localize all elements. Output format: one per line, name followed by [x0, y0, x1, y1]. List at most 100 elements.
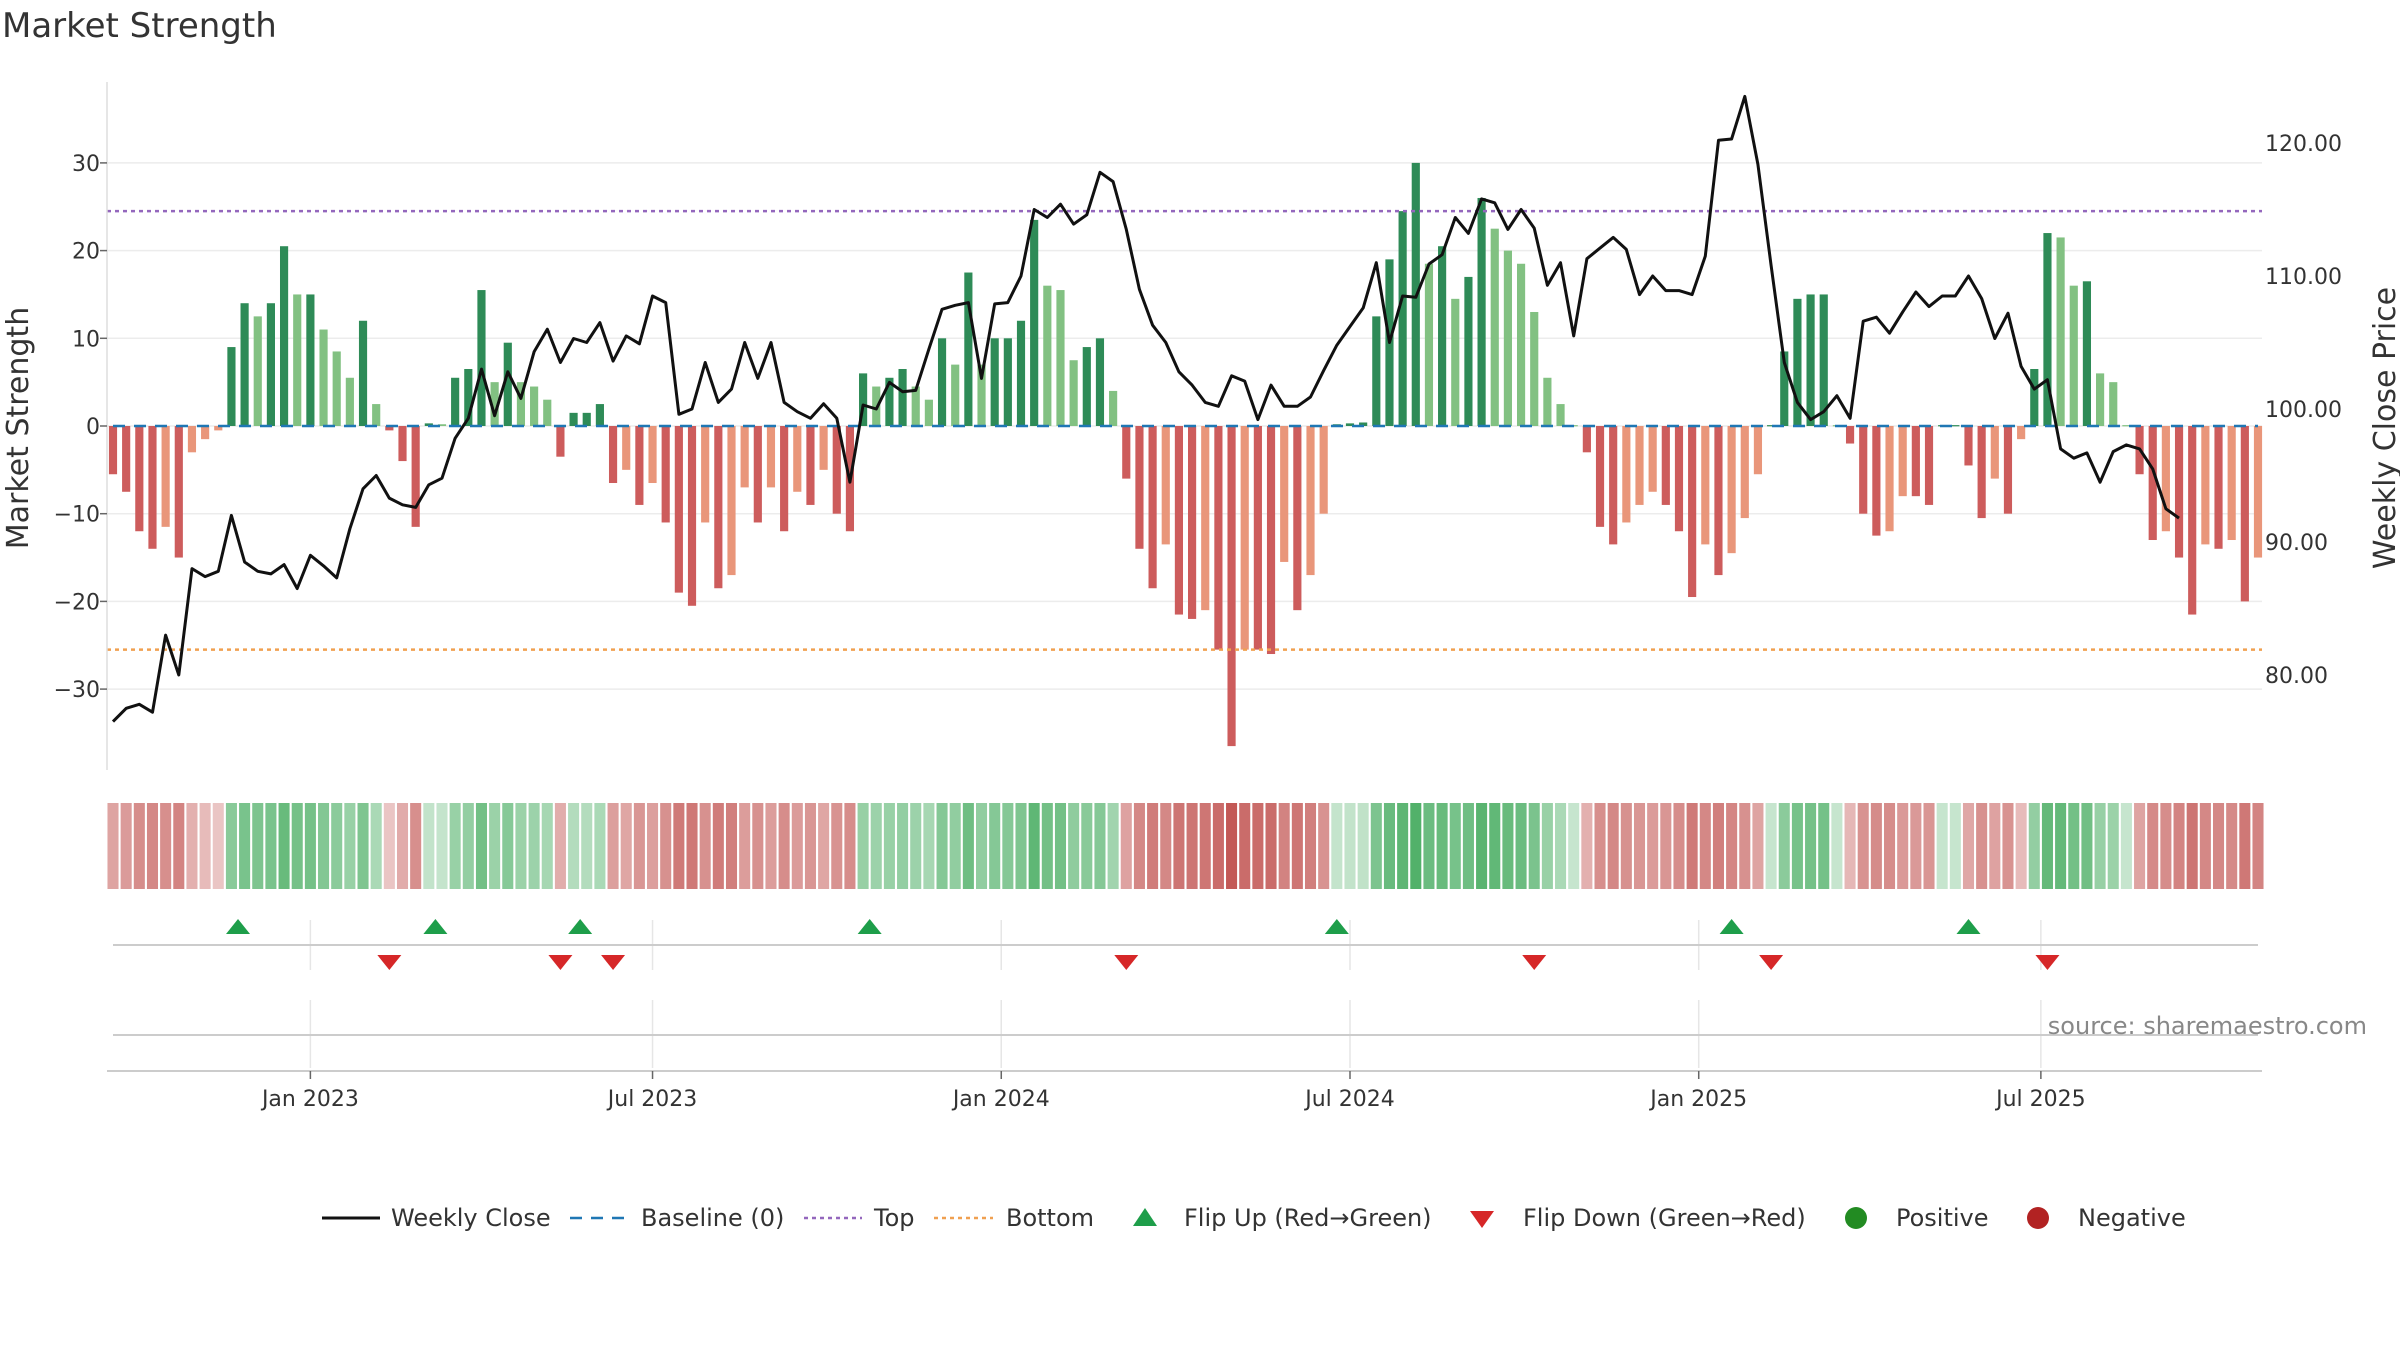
strength-bar	[201, 426, 210, 440]
heat-cell	[1962, 803, 1975, 889]
heat-strip	[107, 803, 2264, 889]
strength-bar	[1477, 197, 1486, 426]
heat-cell	[1528, 803, 1540, 889]
heat-cell	[2094, 803, 2106, 889]
strength-bar	[1069, 360, 1078, 426]
heat-cell	[1568, 803, 1580, 889]
heat-cell	[686, 803, 698, 889]
strength-bar	[2082, 281, 2092, 426]
heat-cell	[1239, 803, 1251, 889]
flip-down-marker	[1114, 955, 1139, 970]
legend-swatch-flip-down	[1470, 1211, 1494, 1228]
heat-cell	[1331, 803, 1343, 889]
heat-cell	[239, 803, 251, 889]
x-tick-label: Jan 2025	[1648, 1087, 1747, 1112]
heat-cell	[1344, 803, 1356, 889]
strength-bar	[819, 426, 828, 470]
heat-cell	[725, 803, 738, 889]
strength-bar	[753, 426, 762, 523]
strength-bar	[1135, 426, 1144, 549]
heat-cell	[1357, 803, 1369, 889]
strength-bar	[1266, 426, 1276, 655]
strength-bar	[1543, 377, 1552, 426]
heat-cell	[897, 803, 909, 889]
strength-bar	[727, 426, 736, 576]
strength-bar	[227, 347, 236, 426]
strength-bar	[766, 426, 776, 488]
heat-cell	[1949, 803, 1961, 889]
heat-cell	[357, 803, 369, 889]
strength-bar	[2161, 426, 2170, 532]
heat-cell	[1015, 803, 1027, 889]
heat-cell	[383, 803, 395, 889]
heat-cell	[370, 803, 382, 889]
legend-swatch-flip-up	[1133, 1208, 1157, 1226]
heat-cell	[1805, 803, 1817, 889]
strength-bar	[332, 351, 341, 426]
flip-markers	[226, 919, 2060, 970]
strength-bar	[135, 426, 144, 532]
heat-cell	[2147, 803, 2159, 889]
heat-cell	[1226, 803, 1238, 889]
strength-bar	[832, 426, 841, 514]
strength-bar	[122, 426, 131, 492]
heat-cell	[1068, 803, 1080, 889]
heat-cell	[2199, 803, 2211, 889]
heat-cell	[1541, 803, 1553, 889]
heat-cell	[278, 803, 290, 889]
strength-bar	[622, 426, 631, 470]
heat-cell	[146, 803, 159, 889]
strength-bar	[1253, 426, 1262, 650]
heat-cell	[1186, 803, 1198, 889]
strength-bar	[1095, 338, 1105, 426]
strength-bar	[1372, 316, 1381, 426]
flip-down-marker	[1522, 955, 1547, 970]
legend-label-bottom: Bottom	[1006, 1204, 1094, 1232]
heat-cell	[2068, 803, 2080, 889]
heat-cell	[252, 803, 264, 889]
heat-cell	[1686, 803, 1698, 889]
legend: Weekly Close Baseline (0) Top Bottom Flip Up…	[322, 1204, 2186, 1232]
legend-label-top: Top	[873, 1204, 915, 1232]
strength-bar	[780, 426, 789, 532]
strength-bar	[319, 329, 328, 426]
heat-cell	[173, 803, 185, 889]
y-tick-label-right: 120.00	[2265, 132, 2342, 157]
heat-cell	[133, 803, 145, 889]
heat-cell	[199, 803, 211, 889]
heat-cell	[1107, 803, 1119, 889]
heat-cell	[594, 803, 606, 889]
heat-cell	[1818, 803, 1830, 889]
heat-cell	[1673, 803, 1685, 889]
strength-bars	[108, 162, 2263, 747]
strength-bar	[1280, 426, 1289, 562]
heat-cell	[791, 803, 803, 889]
heat-cell	[1739, 803, 1751, 889]
heat-cell	[712, 803, 724, 889]
heat-cell	[462, 803, 474, 889]
strength-bar	[714, 426, 723, 589]
chart-title: Market Strength	[2, 6, 277, 46]
strength-bar	[1859, 426, 1868, 514]
flip-down-marker	[548, 955, 573, 970]
heat-cell	[2212, 803, 2225, 889]
heat-cell	[2173, 803, 2185, 889]
strength-bar	[516, 382, 526, 426]
strength-bar	[1819, 294, 1828, 426]
heat-cell	[2041, 803, 2053, 889]
heat-cell	[186, 803, 198, 889]
heat-cell	[844, 803, 856, 889]
heat-cell	[2028, 803, 2040, 889]
strength-bar	[161, 426, 170, 527]
heat-cell	[1897, 803, 1909, 889]
strength-bar	[1424, 263, 1434, 426]
strength-bar	[530, 386, 539, 426]
strength-bar	[2122, 425, 2131, 427]
heat-cell	[1620, 803, 1632, 889]
strength-bar	[2056, 237, 2065, 426]
strength-bar	[1043, 285, 1052, 426]
strength-bar	[1306, 426, 1315, 576]
legend-label-flip-up: Flip Up (Red→Green)	[1184, 1204, 1432, 1232]
y-axis-right-title: Weekly Close Price	[2368, 287, 2400, 569]
heat-cell	[949, 803, 961, 889]
